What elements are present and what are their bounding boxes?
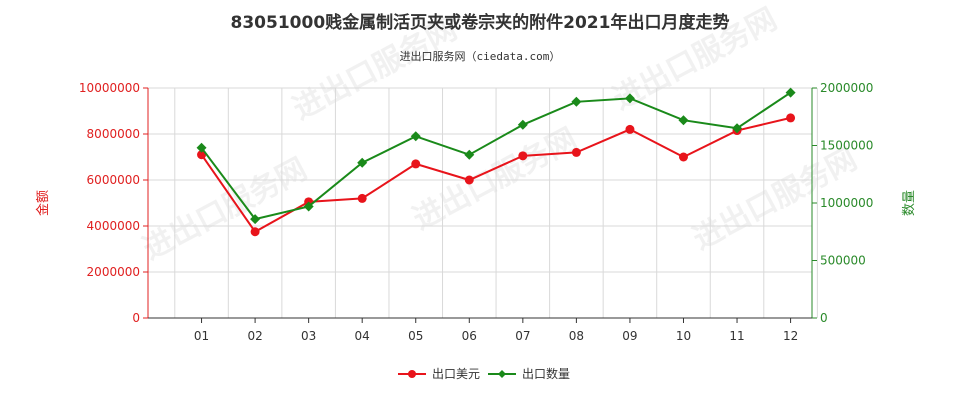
data-point-amount (571, 147, 581, 157)
left-tick-label: 10000000 (79, 81, 140, 95)
data-point-quantity (732, 123, 743, 134)
data-point-quantity (357, 157, 368, 168)
x-axis-ticks: 01 02 03 04 05 06 07 08 09 10 11 12 (194, 318, 798, 343)
data-point-quantity (517, 119, 528, 130)
data-point-amount (250, 227, 260, 237)
left-tick-label: 6000000 (87, 173, 140, 187)
x-tick-label: 10 (676, 329, 691, 343)
data-point-quantity (250, 214, 261, 225)
watermark-text: 进出口服务网 (137, 152, 312, 267)
data-point-amount (518, 151, 528, 161)
legend-marker (498, 370, 506, 378)
legend-label: 出口数量 (522, 366, 570, 381)
series-layer (196, 87, 796, 237)
left-axis-label: 金额 (35, 190, 51, 216)
right-tick-label: 2000000 (820, 81, 873, 95)
right-axis-ticks: 0 500000 1000000 1500000 2000000 (812, 81, 873, 325)
right-tick-label: 1000000 (820, 196, 873, 210)
data-point-amount (786, 113, 796, 123)
series-line-quantity (200, 91, 792, 221)
data-point-quantity (678, 115, 689, 126)
series-line-amount (200, 116, 791, 234)
x-tick-label: 02 (247, 329, 262, 343)
x-tick-label: 08 (569, 329, 584, 343)
x-tick-label: 03 (301, 329, 316, 343)
data-point-amount (678, 152, 688, 162)
left-tick-label: 2000000 (87, 265, 140, 279)
legend-label: 出口美元 (432, 367, 480, 381)
x-tick-label: 09 (622, 329, 637, 343)
right-tick-label: 500000 (820, 254, 866, 268)
right-tick-label: 0 (820, 311, 828, 325)
chart-subtitle: 进出口服务网（ciedata.com） (400, 49, 561, 63)
left-tick-label: 8000000 (87, 127, 140, 141)
data-point-amount (411, 159, 421, 169)
data-point-amount (357, 193, 367, 203)
data-point-quantity (196, 142, 207, 153)
data-point-quantity (410, 131, 421, 142)
left-axis-ticks: 0 2000000 4000000 6000000 8000000 10000000 (79, 81, 148, 325)
data-point-quantity (785, 87, 796, 98)
data-point-amount (464, 175, 474, 185)
legend[interactable]: 出口美元 出口数量 (398, 366, 570, 381)
x-tick-label: 12 (783, 329, 798, 343)
x-tick-label: 01 (194, 329, 209, 343)
data-point-quantity (303, 201, 314, 212)
right-axis-label: 数量 (902, 190, 917, 216)
data-point-quantity (464, 149, 475, 160)
data-point-quantity (571, 96, 582, 107)
x-tick-label: 04 (355, 329, 370, 343)
watermark-text: 进出口服务网 (407, 122, 582, 237)
x-tick-label: 11 (729, 329, 744, 343)
grid-lines (148, 87, 818, 319)
right-tick-label: 1500000 (820, 139, 873, 153)
legend-marker (408, 370, 416, 378)
left-tick-label: 0 (132, 311, 140, 325)
x-tick-label: 07 (515, 329, 530, 343)
chart-title: 83051000贱金属制活页夹或卷宗夹的附件2021年出口月度走势 (231, 12, 730, 33)
left-tick-label: 4000000 (87, 219, 140, 233)
x-tick-label: 06 (462, 329, 477, 343)
x-tick-label: 05 (408, 329, 423, 343)
data-point-amount (625, 124, 635, 134)
data-point-quantity (624, 93, 635, 104)
